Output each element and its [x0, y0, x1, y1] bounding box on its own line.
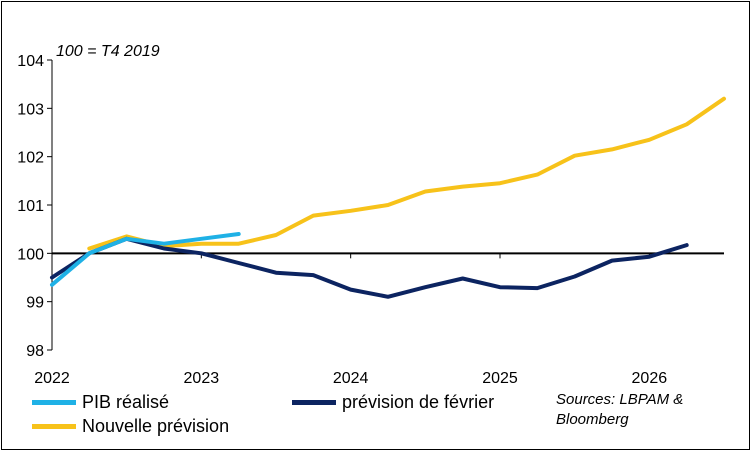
legend-item-pib-realise: PIB réalisé — [32, 392, 169, 413]
x-tick-label: 2026 — [632, 370, 668, 387]
legend-label-prevision-fevrier: prévision de février — [342, 392, 495, 412]
y-tick-label: 104 — [17, 53, 44, 70]
x-tick-label: 2024 — [333, 370, 369, 387]
sources-note: Sources: LBPAM & Bloomberg — [556, 391, 684, 428]
x-tick-label: 2023 — [184, 370, 220, 387]
series-layer — [50, 96, 726, 299]
series-line-1 — [50, 236, 689, 299]
y-tick-label: 99 — [26, 295, 44, 312]
series-line-0 — [50, 232, 241, 287]
legend-label-nouvelle-prevision: Nouvelle prévision — [82, 416, 230, 436]
x-tick-label: 2025 — [482, 370, 518, 387]
legend-swatch-pib-realise — [32, 400, 76, 405]
legend-item-prevision-fevrier: prévision de février — [292, 392, 494, 413]
axes — [47, 59, 724, 351]
legend-label-pib-realise: PIB réalisé — [82, 392, 170, 412]
y-tick-label: 102 — [17, 150, 44, 167]
series-line-2 — [87, 96, 726, 251]
base-annotation: 100 = T4 2019 — [56, 43, 160, 60]
y-tick-label: 98 — [26, 343, 44, 360]
tick-labels: 98 99 100 101 102 103 104 2022 2023 2024 2025 2026 — [17, 53, 667, 387]
legend-item-nouvelle-prevision: Nouvelle prévision — [32, 416, 229, 437]
legend-swatch-prevision-fevrier — [292, 400, 336, 405]
y-tick-label: 103 — [17, 101, 44, 118]
x-tick-label: 2022 — [34, 370, 70, 387]
legend-swatch-nouvelle-prevision — [32, 424, 76, 429]
y-tick-label: 100 — [17, 246, 44, 263]
y-tick-label: 101 — [17, 198, 44, 215]
